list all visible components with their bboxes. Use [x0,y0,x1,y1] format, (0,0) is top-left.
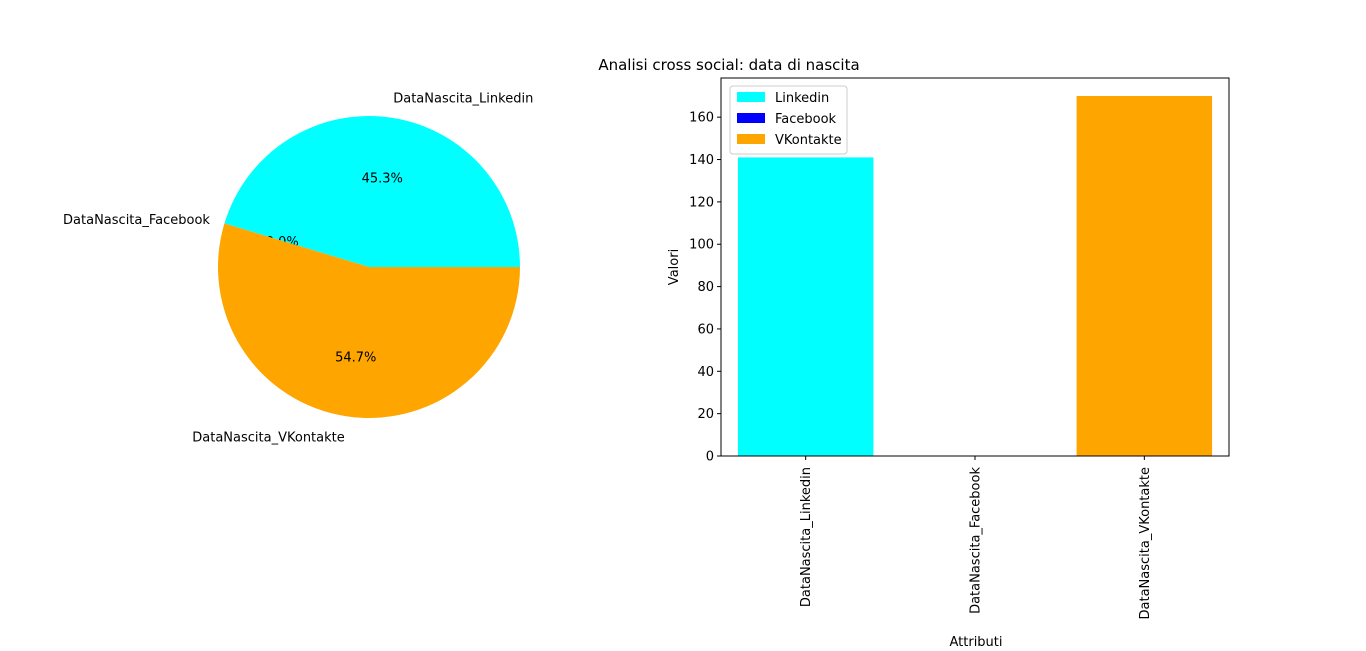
legend-label-linkedin: Linkedin [775,91,829,106]
bar-marks [737,96,1213,457]
y-tick-label: 40 [697,365,714,380]
bar-datanascita-linkedin [737,157,874,457]
bar-chart-title: Analisi cross social: data di nascita [598,56,859,74]
legend-swatch-vkontakte [737,134,765,144]
pie-label-datanascita-facebook: DataNascita_Facebook [63,213,210,228]
bar-datanascita-vkontakte [1076,96,1213,456]
y-tick-label: 0 [706,450,714,465]
y-axis: 0 20 40 60 80 100 120 140 160 [689,111,721,465]
y-axis-label: Valori [667,249,682,285]
bar-chart: Analisi cross social: data di nascita 0 2… [598,56,1230,650]
pie-percent-datanascita-linkedin: 45.3% [362,171,403,186]
x-axis-label: Attributi [949,635,1002,650]
y-tick-label: 20 [697,407,714,422]
legend-label-vkontakte: VKontakte [775,133,842,148]
y-tick-label: 60 [697,322,714,337]
legend-swatch-facebook [737,113,765,123]
plot-frame [720,77,1230,457]
x-axis: DataNascita_Linkedin DataNascita_Facebook… [799,456,1153,619]
pie-slice-datanascita-vkontakte [218,223,520,418]
pie-chart: DataNascita_Linkedin 45.3% DataNascita_Fac… [63,92,533,446]
y-tick-label: 100 [689,238,714,253]
y-tick-label: 160 [689,111,714,126]
x-tick-label-datanascita-facebook: DataNascita_Facebook [969,467,984,614]
y-tick-label: 120 [689,195,714,210]
legend-label-facebook: Facebook [775,112,837,127]
x-tick-label-datanascita-linkedin: DataNascita_Linkedin [799,467,814,607]
pie-percent-datanascita-vkontakte: 54.7% [335,351,376,366]
legend-swatch-linkedin [737,92,765,102]
pie-slice-datanascita-linkedin [224,115,521,268]
legend: Linkedin Facebook VKontakte [729,85,848,155]
y-tick-label: 80 [697,280,714,295]
x-tick-label-datanascita-vkontakte: DataNascita_VKontakte [1138,467,1153,619]
pie-label-datanascita-vkontakte: DataNascita_VKontakte [192,430,344,445]
pie-label-datanascita-linkedin: DataNascita_Linkedin [393,92,533,107]
y-tick-label: 140 [689,153,714,168]
